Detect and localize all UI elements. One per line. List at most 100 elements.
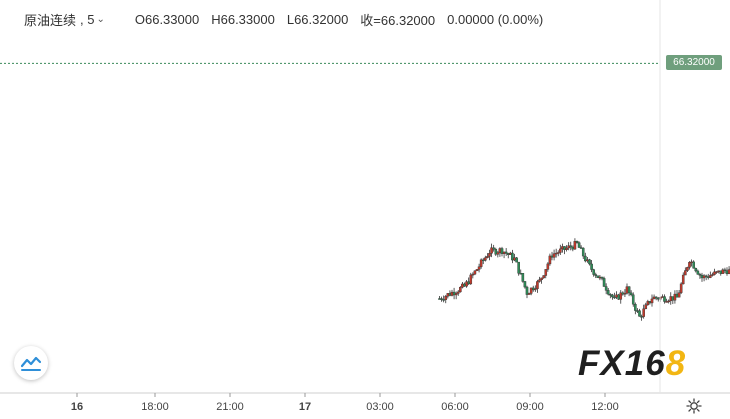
- candle-body: [588, 259, 591, 265]
- x-tick-label: 03:00: [366, 401, 394, 413]
- x-tick-label: 18:00: [141, 401, 169, 413]
- candle-body: [561, 246, 564, 250]
- candle-body: [525, 286, 529, 295]
- candle-body: [594, 274, 598, 276]
- candle-body: [571, 246, 575, 250]
- low-value: L66.32000: [286, 12, 349, 27]
- candle-body: [492, 247, 495, 250]
- candle-body: [619, 292, 623, 300]
- fx168-logo: FX168: [578, 344, 714, 383]
- candle-body: [646, 301, 650, 305]
- candle-body: [690, 261, 693, 264]
- candle-body: [665, 301, 668, 303]
- candle-body: [461, 283, 464, 288]
- candle-body: [496, 252, 500, 255]
- candle-body: [506, 253, 510, 255]
- candle-body: [621, 292, 625, 295]
- x-axis-ticks: [76, 393, 606, 397]
- candle-body: [652, 296, 656, 300]
- interval-label[interactable]: 5: [87, 12, 95, 27]
- candle-body: [638, 310, 641, 317]
- candle-body: [446, 293, 450, 297]
- candle-body: [625, 286, 629, 294]
- candle-body: [634, 304, 637, 311]
- candle-body: [702, 275, 706, 279]
- candle-body: [711, 274, 714, 276]
- candle-body: [502, 251, 506, 254]
- candle-body: [567, 245, 570, 249]
- candle-body: [519, 273, 523, 275]
- gear-icon[interactable]: [686, 398, 702, 414]
- candle-body: [675, 293, 679, 298]
- candle-body: [563, 246, 566, 250]
- candle-body: [479, 259, 483, 267]
- candle-body: [640, 316, 643, 318]
- candle-body: [509, 252, 512, 255]
- candle-body: [719, 270, 723, 274]
- candle-body: [548, 255, 552, 265]
- candle-body: [602, 278, 606, 287]
- candle-body: [721, 269, 725, 274]
- candle-body: [544, 269, 548, 276]
- candle-body: [723, 269, 727, 272]
- x-tick-label: 16: [70, 401, 84, 413]
- candle-body: [559, 248, 562, 253]
- candle-body: [654, 296, 658, 299]
- logo-fx: FX16: [578, 344, 666, 383]
- candle-body: [463, 283, 466, 287]
- open-value: O66.33000: [134, 12, 200, 27]
- candle-body: [727, 269, 730, 274]
- candle-body: [677, 292, 681, 298]
- candle-body: [631, 294, 635, 305]
- close-value: 收=66.32000: [360, 13, 436, 28]
- candles-group: [438, 238, 730, 321]
- x-tick-label: 09:00: [516, 401, 544, 413]
- candle-body: [469, 274, 473, 285]
- candle-body: [438, 298, 441, 300]
- candle-body: [523, 281, 527, 288]
- candle-body: [648, 301, 652, 304]
- candle-body: [681, 274, 685, 285]
- candle-body: [500, 248, 504, 254]
- logo-eight: 8: [665, 344, 687, 383]
- candle-body: [636, 310, 639, 312]
- candle-body: [692, 261, 695, 269]
- candle-body: [627, 286, 631, 294]
- candle-body: [550, 255, 554, 258]
- candle-body: [488, 253, 491, 257]
- chevron-down-icon[interactable]: ⌄: [96, 14, 105, 25]
- candle-body: [575, 241, 579, 243]
- candle-body: [606, 290, 610, 295]
- candle-body: [663, 296, 666, 302]
- candle-body: [596, 275, 600, 278]
- candle-body: [713, 271, 716, 275]
- candle-body: [534, 288, 537, 291]
- candle-body: [521, 273, 525, 282]
- auto-scale-button[interactable]: [14, 346, 48, 380]
- change-value: 0.00000 (0.00%): [447, 12, 544, 27]
- candle-body: [573, 241, 577, 250]
- chart-legend: 原油连续 , 5 ⌄ O66.33000 H66.33000 L66.32000…: [24, 10, 555, 29]
- candle-body: [511, 252, 514, 261]
- candle-body: [581, 247, 585, 257]
- candle-body: [454, 293, 458, 296]
- x-tick-label: 12:00: [591, 401, 619, 413]
- candle-body: [456, 291, 460, 294]
- legend-separator: ,: [80, 12, 88, 27]
- chart-scale-icon: [21, 356, 41, 371]
- candle-body: [686, 267, 689, 271]
- candle-body: [527, 293, 531, 295]
- candle-body: [725, 270, 729, 274]
- candle-body: [669, 296, 673, 302]
- candle-body: [715, 271, 718, 273]
- candle-body: [498, 248, 502, 253]
- candle-body: [584, 255, 587, 262]
- candle-body: [515, 257, 518, 263]
- symbol-name[interactable]: 原油连续: [24, 13, 77, 28]
- candle-body: [504, 251, 508, 254]
- candle-body: [661, 296, 664, 298]
- candle-body: [540, 277, 543, 280]
- candle-body: [700, 274, 704, 279]
- candle-body: [448, 293, 452, 296]
